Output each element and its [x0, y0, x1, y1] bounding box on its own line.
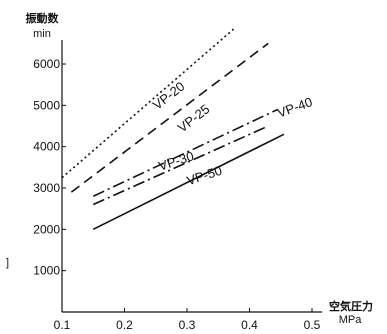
y-axis-title: 振動数 — [26, 11, 60, 25]
annotation-mark: ] — [6, 257, 9, 269]
x-tick-label: 0.3 — [179, 318, 196, 332]
y-tick-label: 1000 — [33, 264, 60, 278]
y-tick-label: 5000 — [33, 98, 60, 112]
series-label-vp-25: VP-25 — [175, 101, 213, 135]
x-tick-label: 0.2 — [116, 318, 133, 332]
x-tick-label: 0.4 — [241, 318, 258, 332]
x-tick-label: 0.1 — [54, 318, 71, 332]
series-label-vp-50: VP-50 — [185, 163, 224, 188]
series-label-vp-30: VP-30 — [157, 148, 196, 173]
series-line-vp-30 — [92, 108, 278, 197]
y-tick-label: 6000 — [33, 57, 60, 71]
y-axis-unit: min — [33, 28, 51, 40]
x-axis-title: 空気圧力 — [329, 299, 373, 313]
y-tick-label: 4000 — [33, 140, 60, 154]
series-line-vp-20 — [61, 28, 235, 179]
x-axis-unit: MPa — [339, 314, 363, 326]
series-label-vp-40: VP-40 — [275, 94, 314, 120]
series-label-vp-20: VP-20 — [150, 79, 188, 113]
series-line-vp-50 — [92, 133, 285, 231]
axes: 1000 2000 3000 4000 5000 6000 0.1 0.2 0.3 0.4 0.5 振… — [6, 11, 373, 332]
x-tick-label: 0.5 — [304, 318, 321, 332]
y-tick-label: 3000 — [33, 181, 60, 195]
series-lines — [61, 28, 285, 231]
y-tick-label: 2000 — [33, 222, 60, 236]
series-line-vp-25 — [70, 42, 269, 193]
series-line-vp-40 — [92, 125, 269, 206]
